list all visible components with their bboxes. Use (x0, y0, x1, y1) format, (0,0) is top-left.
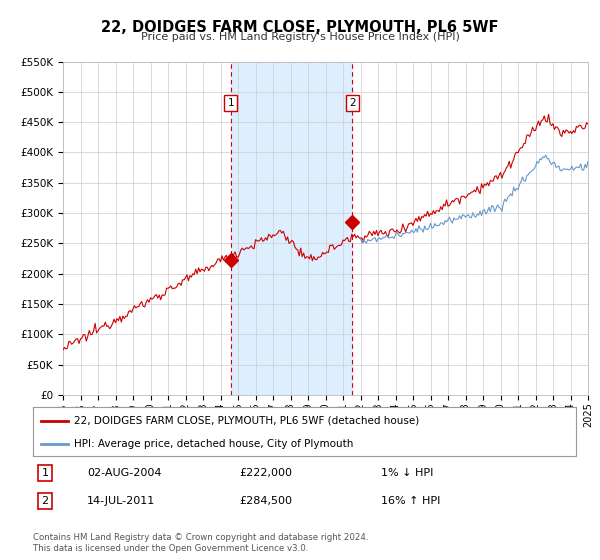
Text: 2: 2 (41, 496, 49, 506)
Text: 22, DOIDGES FARM CLOSE, PLYMOUTH, PL6 5WF: 22, DOIDGES FARM CLOSE, PLYMOUTH, PL6 5W… (101, 20, 499, 35)
Bar (230, 62, 352, 395)
Text: Price paid vs. HM Land Registry's House Price Index (HPI): Price paid vs. HM Land Registry's House … (140, 32, 460, 43)
Text: HPI: Average price, detached house, City of Plymouth: HPI: Average price, detached house, City… (74, 439, 353, 449)
Text: Contains HM Land Registry data © Crown copyright and database right 2024.: Contains HM Land Registry data © Crown c… (33, 533, 368, 542)
Text: 1: 1 (227, 98, 234, 108)
Text: 1% ↓ HPI: 1% ↓ HPI (380, 468, 433, 478)
Text: £284,500: £284,500 (239, 496, 292, 506)
Text: 2: 2 (349, 98, 356, 108)
Text: 22, DOIDGES FARM CLOSE, PLYMOUTH, PL6 5WF (detached house): 22, DOIDGES FARM CLOSE, PLYMOUTH, PL6 5W… (74, 416, 419, 426)
Text: 14-JUL-2011: 14-JUL-2011 (88, 496, 155, 506)
Text: 02-AUG-2004: 02-AUG-2004 (88, 468, 162, 478)
Text: 1: 1 (41, 468, 49, 478)
Text: This data is licensed under the Open Government Licence v3.0.: This data is licensed under the Open Gov… (33, 544, 308, 553)
Text: 16% ↑ HPI: 16% ↑ HPI (380, 496, 440, 506)
Text: £222,000: £222,000 (239, 468, 292, 478)
